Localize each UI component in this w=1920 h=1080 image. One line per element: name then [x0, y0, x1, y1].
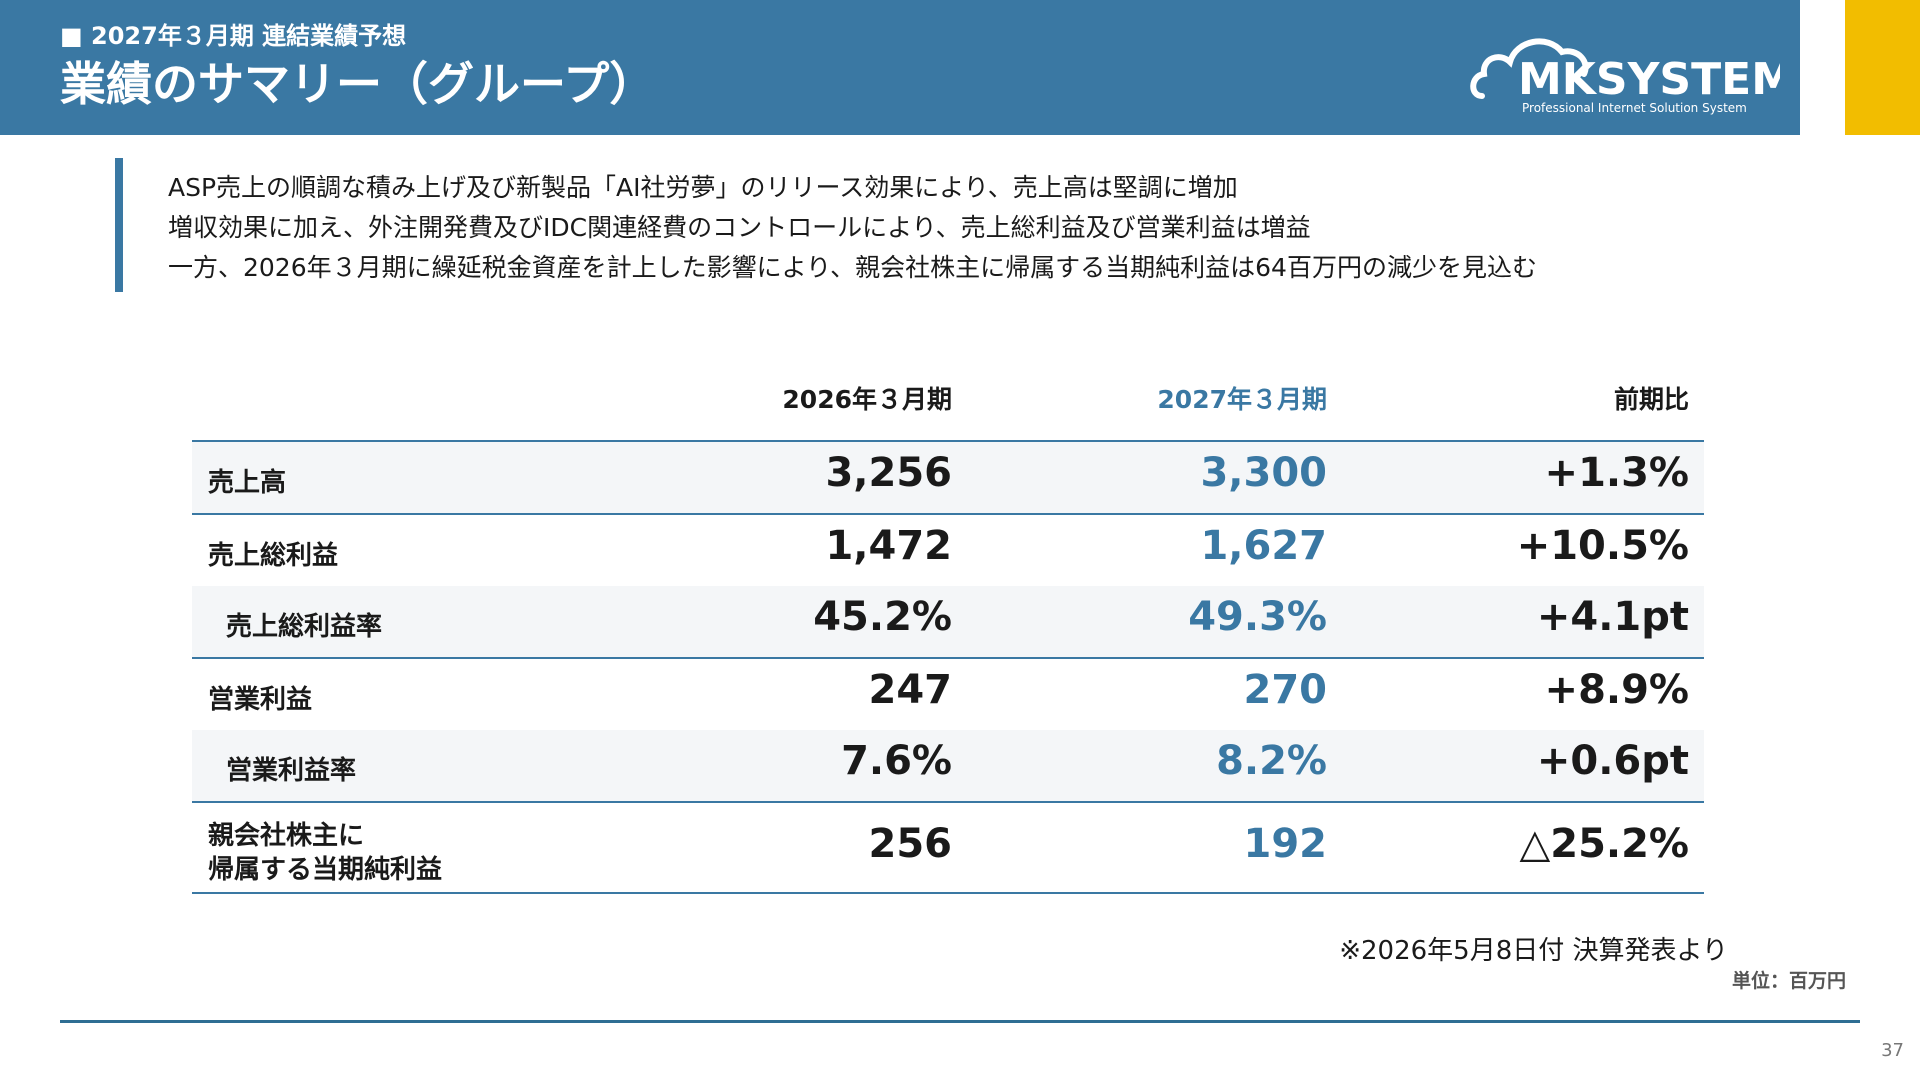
unit-label: 単位：百万円 [1731, 970, 1846, 992]
summary-block: ASP売上の順調な積み上げ及び新製品「AI社労夢」のリリース効果により、売上高は… [115, 158, 1743, 292]
row-label: 売上高 [208, 468, 287, 498]
accent-bar [1845, 0, 1920, 135]
row-label: 売上総利益 [208, 541, 339, 571]
page-number: 37 [1881, 1040, 1904, 1061]
table-row: 売上高 3,256 3,300 +1.3% [192, 442, 1704, 515]
table-row: 売上総利益 1,472 1,627 +10.5% [192, 515, 1704, 586]
change-value: +0.6pt [1536, 738, 1689, 784]
table-row: 親会社株主に 帰属する当期純利益 256 192 △25.2% [192, 803, 1704, 894]
prior-value: 45.2% [813, 594, 952, 640]
mksystem-logo: MKSYSTEM Professional Internet Solution … [1470, 38, 1780, 115]
logo-brand-text: MKSYSTEM [1518, 54, 1780, 105]
row-label: 売上総利益率 [226, 612, 383, 642]
change-value: +1.3% [1544, 450, 1689, 496]
prior-value: 3,256 [825, 450, 952, 496]
prior-value: 1,472 [825, 523, 952, 569]
change-value: +10.5% [1516, 523, 1689, 569]
forecast-value: 1,627 [1200, 523, 1327, 569]
column-header-forecast: 2027年３月期 [1157, 385, 1327, 414]
forecast-value: 192 [1243, 821, 1328, 867]
forecast-value: 49.3% [1188, 594, 1327, 640]
summary-line-3: 一方、2026年３月期に繰延税金資産を計上した影響により、親会社株主に帰属する当… [168, 253, 1537, 282]
prior-value: 256 [868, 821, 953, 867]
column-header-prior: 2026年３月期 [782, 385, 952, 414]
summary-line-2: 増収効果に加え、外注開発費及びIDC関連経費のコントロールにより、売上総利益及び… [168, 213, 1311, 242]
bottom-divider [60, 1020, 1860, 1023]
table-row: 売上総利益率 45.2% 49.3% +4.1pt [192, 586, 1704, 659]
table-row: 営業利益率 7.6% 8.2% +0.6pt [192, 730, 1704, 803]
change-value: +4.1pt [1536, 594, 1689, 640]
table-row: 営業利益 247 270 +8.9% [192, 659, 1704, 730]
column-header-change: 前期比 [1613, 385, 1689, 414]
summary-line-1: ASP売上の順調な積み上げ及び新製品「AI社労夢」のリリース効果により、売上高は… [168, 173, 1238, 202]
prior-value: 7.6% [841, 738, 952, 784]
slide-subtitle: ■ 2027年３月期 連結業績予想 [60, 22, 407, 50]
source-note: ※2026年5月8日付 決算発表より [1339, 936, 1728, 966]
forecast-value: 3,300 [1200, 450, 1327, 496]
slide-title: 業績のサマリー（グループ） [60, 57, 656, 111]
logo-tagline-text: Professional Internet Solution System [1522, 101, 1747, 115]
header-bar: ■ 2027年３月期 連結業績予想 業績のサマリー（グループ） MKSYSTEM… [0, 0, 1800, 135]
row-label: 営業利益率 [226, 756, 357, 786]
row-label: 営業利益 [208, 685, 313, 715]
forecast-value: 270 [1243, 667, 1328, 713]
row-label-line-2: 帰属する当期純利益 [208, 855, 443, 885]
change-value: +8.9% [1544, 667, 1689, 713]
row-label-line-1: 親会社株主に [208, 821, 365, 851]
prior-value: 247 [868, 667, 953, 713]
change-value: △25.2% [1519, 821, 1689, 867]
forecast-value: 8.2% [1216, 738, 1327, 784]
